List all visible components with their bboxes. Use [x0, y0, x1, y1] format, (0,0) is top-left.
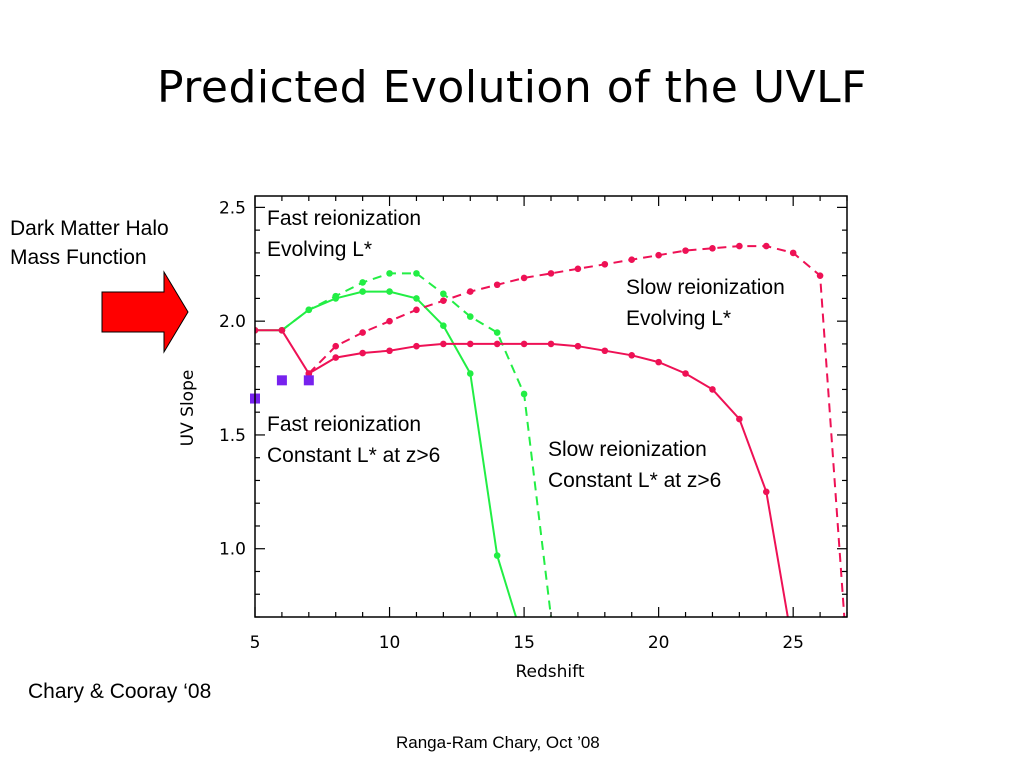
series-2-point [574, 265, 582, 273]
series-2-point [762, 242, 770, 250]
series-3-point [547, 340, 555, 348]
series-3-point [601, 347, 609, 355]
x-tick-label: 25 [782, 633, 804, 653]
series-1-point [386, 288, 393, 295]
series-2-point [413, 306, 420, 314]
series-0-point [493, 329, 501, 336]
x-tick-label: 20 [648, 633, 670, 653]
y-tick-label: 2.5 [219, 198, 246, 218]
series-1-point [359, 288, 366, 295]
series-3-point [682, 370, 689, 377]
observed-point [276, 375, 287, 386]
series-2-point [736, 242, 743, 250]
series-2-point [816, 272, 824, 279]
series-3-point [655, 358, 662, 366]
series-3-point [493, 340, 501, 348]
series-0-point [440, 290, 447, 298]
series-0-point [413, 270, 420, 277]
series-2-point [709, 245, 716, 252]
series-3-point [413, 342, 420, 350]
series-3-point [574, 342, 582, 350]
series-1-point [493, 552, 501, 559]
series-2-point [601, 260, 609, 268]
series-2-point [493, 281, 501, 289]
series-line-0 [281, 272, 552, 617]
series-3-point [332, 354, 340, 361]
series-3-point [440, 340, 447, 348]
dark-matter-label: Dark Matter Halo Mass Function [10, 214, 169, 272]
series-3-point [520, 340, 528, 348]
series-2-point [332, 342, 340, 350]
side-label-line1: Dark Matter Halo [10, 217, 169, 240]
series-3-point [736, 415, 743, 423]
series-2-point [440, 297, 447, 304]
right-arrow-icon [101, 270, 189, 354]
citation: Chary & Cooray ‘08 [28, 680, 212, 703]
observed-point [303, 375, 314, 386]
side-label-line2: Mass Function [10, 246, 147, 269]
slide-title: Predicted Evolution of the UVLF [157, 62, 867, 113]
series-2-point [359, 329, 366, 336]
series-3-point [762, 488, 770, 496]
annotation-fast-constant: Fast reionization Constant L* at z>6 [267, 413, 440, 467]
x-tick-label: 10 [379, 633, 401, 653]
series-2-point [547, 270, 555, 277]
series-2-point [386, 317, 393, 325]
x-tick-label: 5 [250, 633, 261, 653]
x-axis-title: Redshift [515, 662, 584, 682]
series-1-point [413, 295, 420, 302]
series-2-point [789, 249, 797, 257]
series-3-point [628, 351, 636, 359]
series-2-point [682, 247, 689, 254]
series-2-point [466, 288, 474, 295]
series-0-point [386, 270, 393, 277]
series-3-point [278, 326, 286, 334]
series-3-point [359, 349, 366, 357]
series-0-point [359, 279, 366, 286]
y-tick-label: 1.5 [219, 426, 246, 446]
y-tick-label: 2.0 [219, 312, 246, 332]
y-axis-title: UV Slope [178, 370, 198, 447]
series-3-point [305, 370, 313, 377]
series-0-point [520, 390, 528, 398]
series-2-point [628, 256, 636, 264]
x-tick-label: 15 [513, 633, 535, 653]
series-2-point [655, 251, 662, 259]
series-1-point [332, 295, 340, 302]
footer-credit: Ranga-Ram Chary, Oct ’08 [396, 733, 600, 752]
series-3-point [466, 340, 474, 348]
series-3-point [709, 386, 716, 393]
series-2-point [520, 274, 528, 282]
annotation-slow-constant: Slow reionization Constant L* at z>6 [548, 438, 721, 492]
series-0-point [466, 313, 474, 320]
annotation-slow-evolving: Slow reionization Evolving L* [626, 276, 791, 330]
series-3-point [255, 326, 259, 334]
series-3-point [386, 347, 393, 355]
series-1-point [305, 306, 313, 314]
y-tick-label: 1.0 [219, 540, 246, 560]
annotation-fast-evolving: Fast reionization Evolving L* [267, 207, 427, 261]
series-1-point [440, 322, 447, 330]
series-1-point [466, 370, 474, 377]
